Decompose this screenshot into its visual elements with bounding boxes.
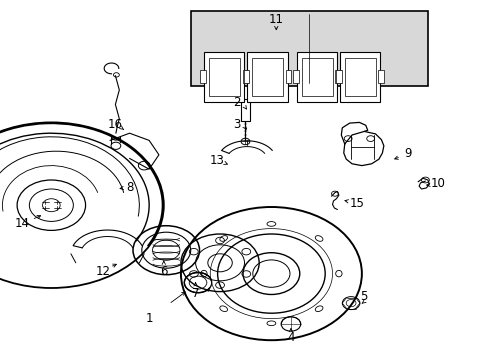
FancyBboxPatch shape <box>340 52 380 102</box>
Bar <box>190 11 427 86</box>
Bar <box>345 58 375 96</box>
Bar <box>293 70 299 83</box>
Text: 3: 3 <box>233 118 241 131</box>
Text: 4: 4 <box>286 331 294 344</box>
Text: 1: 1 <box>145 312 153 325</box>
Bar <box>200 70 206 83</box>
Text: 5: 5 <box>360 291 367 303</box>
Bar <box>242 70 248 83</box>
Bar <box>243 70 249 83</box>
Text: 13: 13 <box>210 154 224 167</box>
Bar <box>335 70 341 83</box>
Text: 6: 6 <box>160 265 167 278</box>
FancyBboxPatch shape <box>297 52 337 102</box>
Bar <box>336 70 342 83</box>
Bar <box>378 70 384 83</box>
Text: 12: 12 <box>95 265 110 278</box>
Bar <box>241 99 249 121</box>
Text: 2: 2 <box>233 96 241 109</box>
Text: 16: 16 <box>107 118 122 131</box>
Bar <box>285 70 291 83</box>
Text: 11: 11 <box>268 13 283 26</box>
Bar <box>252 58 282 96</box>
Text: 8: 8 <box>125 181 133 194</box>
Bar <box>209 58 239 96</box>
Text: 10: 10 <box>429 177 444 190</box>
Circle shape <box>113 73 119 77</box>
FancyBboxPatch shape <box>204 52 244 102</box>
Text: 15: 15 <box>349 197 364 210</box>
Text: 9: 9 <box>404 147 411 159</box>
Text: 14: 14 <box>15 217 29 230</box>
Text: 7: 7 <box>191 287 199 300</box>
Bar <box>302 58 332 96</box>
FancyBboxPatch shape <box>247 52 287 102</box>
